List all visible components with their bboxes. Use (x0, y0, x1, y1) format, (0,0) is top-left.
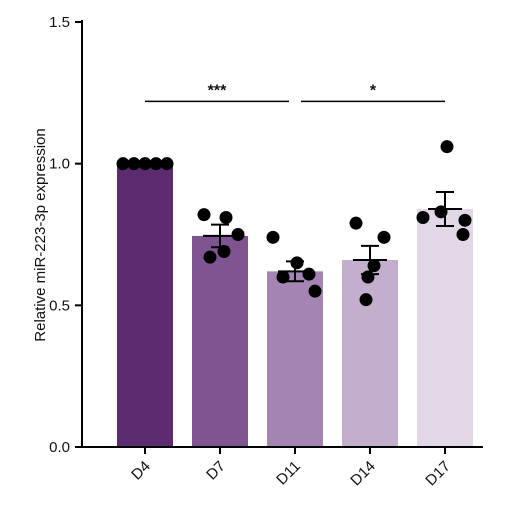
data-point-d11-2 (290, 256, 304, 270)
y-axis-title: Relative miR-223-3p expression (32, 128, 49, 341)
x-tick-label-d14: D14 (347, 458, 378, 489)
data-point-d17-5 (456, 228, 470, 241)
data-point-d14-5 (359, 293, 373, 307)
bar-d17 (417, 209, 473, 447)
error-bar-d14 (353, 244, 387, 276)
y-tick-label-1-5: 1.5 (49, 14, 70, 31)
error-bars-layer (128, 162, 462, 283)
data-point-d7-3 (231, 228, 245, 241)
error-bar-d17 (428, 191, 462, 227)
data-point-d11-1 (266, 230, 280, 244)
data-point-d17-4 (458, 213, 472, 227)
data-point-d7-5 (203, 250, 217, 264)
data-point-d17-1 (440, 140, 454, 154)
data-point-d14-4 (361, 270, 375, 284)
x-tick-label-d4: D4 (128, 458, 154, 484)
significance-label-2: * (370, 82, 377, 99)
error-bar-d7 (203, 223, 237, 249)
data-point-d14-1 (349, 216, 363, 230)
data-point-d4-5 (160, 157, 174, 171)
significance-label-1: *** (208, 82, 227, 99)
data-point-d4-1 (116, 157, 130, 171)
y-tick-label-0-0: 0.0 (49, 439, 70, 456)
data-point-d7-2 (219, 211, 233, 224)
bar-d14 (342, 260, 398, 447)
y-tick-label-0-5: 0.5 (49, 297, 70, 314)
data-point-d11-5 (308, 284, 322, 298)
error-bar-d11 (278, 260, 312, 283)
data-point-d14-2 (377, 230, 391, 244)
data-point-d7-1 (197, 208, 211, 222)
bar-d7 (192, 235, 248, 447)
data-point-d17-3 (416, 211, 430, 224)
x-tick-label-d17: D17 (422, 458, 453, 489)
data-point-d11-3 (302, 267, 316, 281)
significance-layer: *** * (145, 82, 445, 103)
y-tick-label-1-0: 1.0 (49, 156, 70, 173)
bar-d4 (117, 163, 173, 447)
bar-d11 (267, 271, 323, 447)
x-tick-label-d7: D7 (203, 458, 229, 484)
x-tick-label-d11: D11 (273, 458, 304, 489)
bars-layer (117, 163, 473, 447)
